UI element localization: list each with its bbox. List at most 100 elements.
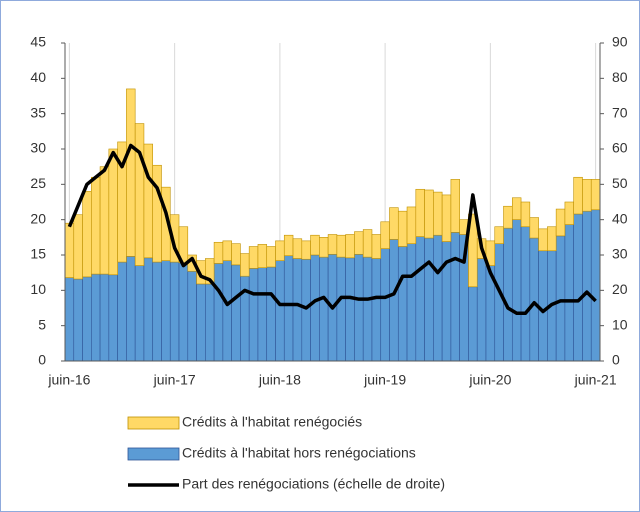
bar — [275, 240, 285, 261]
bar — [573, 213, 583, 362]
bar — [240, 253, 250, 277]
bar — [468, 286, 478, 362]
bar — [310, 254, 320, 362]
bar — [108, 148, 118, 276]
x-tick-label: juin-21 — [574, 372, 617, 388]
y-tick-label: 10 — [30, 281, 46, 297]
bar — [485, 240, 496, 266]
bar — [450, 232, 460, 362]
bar — [555, 235, 566, 362]
bar — [406, 206, 417, 244]
legend-swatch — [127, 416, 180, 430]
y2-tick-label: 30 — [612, 246, 628, 262]
y2-tick-label: 40 — [612, 210, 628, 226]
bar — [590, 209, 601, 362]
legend-swatch — [127, 447, 180, 461]
bar — [301, 240, 311, 260]
bar — [415, 236, 425, 362]
bar — [64, 222, 75, 278]
bar — [231, 264, 241, 362]
bar — [494, 226, 504, 244]
bar — [205, 283, 215, 362]
y2-tick-label: 10 — [612, 316, 628, 332]
legend-label: Part des renégociations (échelle de droi… — [182, 476, 445, 492]
bar — [310, 234, 320, 256]
bar — [529, 237, 539, 362]
bar — [169, 261, 180, 362]
bar — [222, 260, 232, 362]
bar — [213, 241, 224, 264]
bar — [538, 250, 548, 362]
bar — [91, 273, 101, 362]
bar — [99, 166, 110, 275]
bar — [433, 191, 443, 236]
y-tick-label: 15 — [30, 246, 46, 262]
bar — [327, 234, 338, 255]
bar — [573, 176, 583, 215]
bar — [64, 277, 75, 362]
y2-tick-label: 50 — [612, 175, 628, 191]
bar — [511, 219, 522, 362]
bar — [143, 257, 154, 362]
y2-tick-label: 90 — [612, 34, 628, 50]
y-tick-label: 0 — [38, 352, 46, 368]
y-tick-label: 20 — [30, 210, 46, 226]
bar — [248, 246, 259, 269]
bar — [275, 260, 285, 362]
bar — [415, 188, 425, 237]
bar — [82, 276, 92, 362]
y-tick-label: 5 — [38, 316, 46, 332]
bar — [152, 164, 162, 263]
bar — [564, 224, 574, 362]
bar — [450, 179, 460, 233]
bar — [406, 243, 417, 362]
legend-label: Crédits à l'habitat hors renégociations — [182, 445, 416, 461]
bar — [476, 258, 487, 362]
bar — [503, 227, 513, 362]
bar — [292, 238, 303, 259]
bar — [397, 246, 408, 362]
bar — [529, 217, 539, 239]
bar — [547, 226, 557, 252]
bar — [99, 273, 110, 362]
y2-tick-label: 0 — [612, 352, 620, 368]
bar — [73, 278, 83, 362]
x-tick-label: juin-20 — [468, 372, 511, 388]
bar — [336, 234, 346, 258]
bar — [222, 240, 232, 261]
bar — [582, 210, 592, 362]
bar — [187, 270, 197, 362]
x-tick-label: juin-17 — [153, 372, 196, 388]
bar — [424, 189, 434, 239]
bar — [196, 283, 206, 362]
bar — [494, 243, 504, 362]
bar — [362, 256, 373, 362]
y2-tick-label: 70 — [612, 104, 628, 120]
bar — [319, 256, 329, 362]
bar — [389, 239, 399, 362]
bar — [108, 274, 118, 362]
bar — [354, 253, 364, 362]
line-series — [67, 143, 597, 316]
bar — [213, 263, 224, 362]
bar — [143, 143, 154, 259]
bar — [266, 266, 276, 362]
x-tick-label: juin-16 — [47, 372, 90, 388]
y-tick-label: 30 — [30, 140, 46, 156]
bar — [397, 210, 408, 247]
bar — [266, 246, 276, 268]
bar — [503, 205, 513, 229]
bar — [336, 256, 346, 362]
bar — [126, 88, 136, 257]
bar — [178, 262, 189, 362]
bar — [134, 265, 145, 362]
bar — [582, 179, 592, 212]
bar — [161, 260, 171, 362]
bar — [152, 261, 162, 362]
y-tick-label: 40 — [30, 69, 46, 85]
bar — [354, 231, 364, 255]
bar — [82, 191, 92, 278]
bar — [345, 234, 355, 259]
bar — [231, 243, 241, 266]
